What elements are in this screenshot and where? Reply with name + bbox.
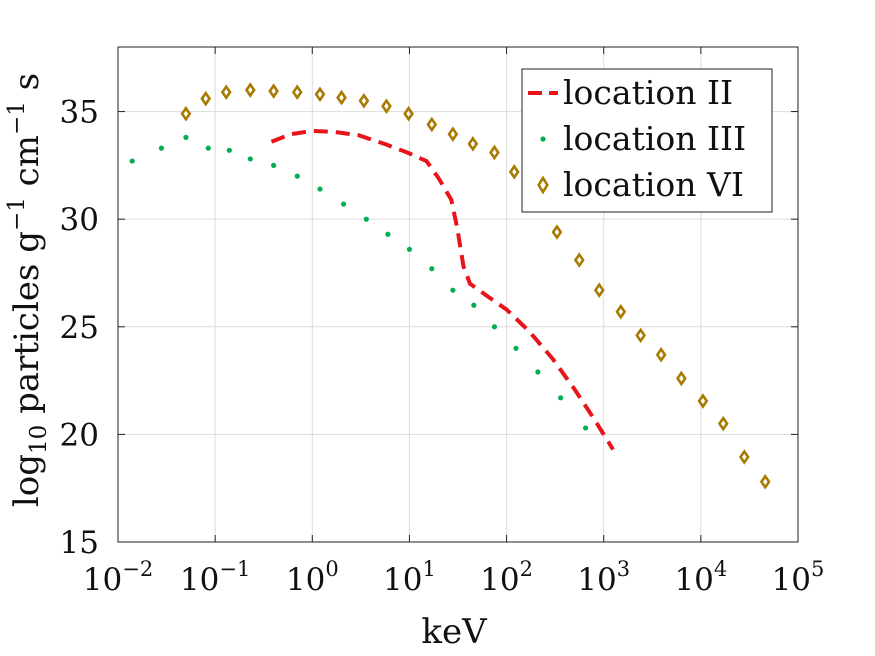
y-label-cm: cm bbox=[7, 135, 47, 197]
data-point bbox=[183, 134, 189, 140]
data-point bbox=[158, 145, 165, 151]
data-point bbox=[535, 369, 541, 375]
x-tick-label: 105 bbox=[772, 557, 825, 598]
data-point bbox=[450, 287, 456, 293]
x-tick-label: 104 bbox=[674, 557, 727, 598]
data-point bbox=[551, 224, 563, 240]
y-label-log-subscript: 10 bbox=[26, 425, 52, 454]
data-point bbox=[291, 84, 303, 100]
data-point bbox=[467, 136, 479, 152]
legend-swatch-location-vi bbox=[537, 175, 549, 195]
data-point bbox=[471, 302, 477, 308]
y-tick-label: 35 bbox=[60, 95, 99, 131]
x-tick-label: 10−2 bbox=[83, 557, 153, 598]
y-tick-label: 15 bbox=[60, 525, 99, 561]
data-point bbox=[340, 201, 347, 207]
y-label-log: log bbox=[7, 454, 47, 507]
data-point bbox=[200, 90, 212, 107]
data-point bbox=[447, 126, 459, 142]
legend-box bbox=[521, 68, 773, 213]
x-axis-label: keV bbox=[421, 612, 488, 652]
data-point bbox=[491, 324, 498, 330]
series-location-ii bbox=[270, 128, 615, 451]
x-tick-label: 10−1 bbox=[180, 557, 250, 598]
data-point bbox=[314, 86, 326, 103]
data-point bbox=[508, 164, 520, 180]
data-point bbox=[385, 231, 391, 237]
data-point bbox=[593, 282, 605, 298]
data-point bbox=[582, 425, 589, 431]
data-point bbox=[268, 83, 280, 99]
data-point bbox=[363, 216, 369, 222]
y-label-g-exponent: −1 bbox=[4, 197, 30, 231]
data-point bbox=[738, 449, 750, 465]
y-label-cm-exponent: −1 bbox=[4, 101, 30, 135]
data-point bbox=[180, 105, 192, 122]
data-point bbox=[247, 156, 253, 162]
tick-labels: 10−2 10−1 100 101 102 103 104 105 15 20 25 30 35 bbox=[60, 95, 825, 598]
y-label-particles: particles g bbox=[7, 231, 47, 425]
data-point bbox=[294, 173, 300, 179]
data-point bbox=[759, 473, 771, 490]
legend-swatch-location-iii bbox=[540, 136, 546, 142]
ticks bbox=[117, 47, 799, 543]
data-point bbox=[717, 415, 729, 432]
data-point bbox=[336, 89, 347, 106]
data-point bbox=[558, 395, 564, 401]
y-axis-label: log10 particles g−1 cm−1 s bbox=[4, 73, 52, 507]
x-tick-label: 101 bbox=[383, 557, 436, 598]
data-point bbox=[205, 145, 211, 151]
data-point bbox=[615, 303, 627, 320]
y-tick-label: 25 bbox=[60, 310, 99, 346]
plot-frame bbox=[117, 46, 799, 543]
data-point bbox=[226, 147, 232, 153]
x-tick-label: 102 bbox=[480, 557, 533, 598]
data-point bbox=[655, 346, 667, 363]
y-tick-label: 20 bbox=[60, 417, 99, 453]
series-location-iii bbox=[129, 134, 589, 431]
data-point bbox=[573, 252, 585, 268]
data-point bbox=[129, 158, 135, 164]
data-point bbox=[271, 162, 277, 168]
y-tick-label: 30 bbox=[60, 202, 99, 238]
data-point bbox=[358, 93, 370, 109]
data-point bbox=[635, 327, 647, 344]
series-line bbox=[270, 128, 615, 451]
legend-label-location-iii: location III bbox=[563, 119, 746, 158]
series-layer bbox=[129, 82, 771, 490]
x-tick-label: 103 bbox=[577, 557, 630, 598]
data-point bbox=[244, 82, 256, 98]
legend-label-location-vi: location VI bbox=[563, 165, 744, 204]
data-point bbox=[513, 345, 519, 351]
data-point bbox=[406, 246, 413, 252]
data-point bbox=[317, 186, 323, 192]
x-tick-label: 100 bbox=[286, 557, 339, 598]
data-point bbox=[403, 105, 414, 122]
data-point bbox=[489, 144, 500, 161]
data-point bbox=[220, 84, 232, 100]
legend-label-location-ii: location II bbox=[563, 73, 733, 112]
data-point bbox=[381, 98, 392, 114]
y-label-s: s bbox=[7, 73, 47, 101]
data-point bbox=[429, 266, 435, 272]
data-point bbox=[675, 370, 687, 387]
data-point bbox=[426, 116, 438, 133]
data-point bbox=[697, 393, 709, 409]
legend: location II location III location VI bbox=[521, 68, 773, 213]
